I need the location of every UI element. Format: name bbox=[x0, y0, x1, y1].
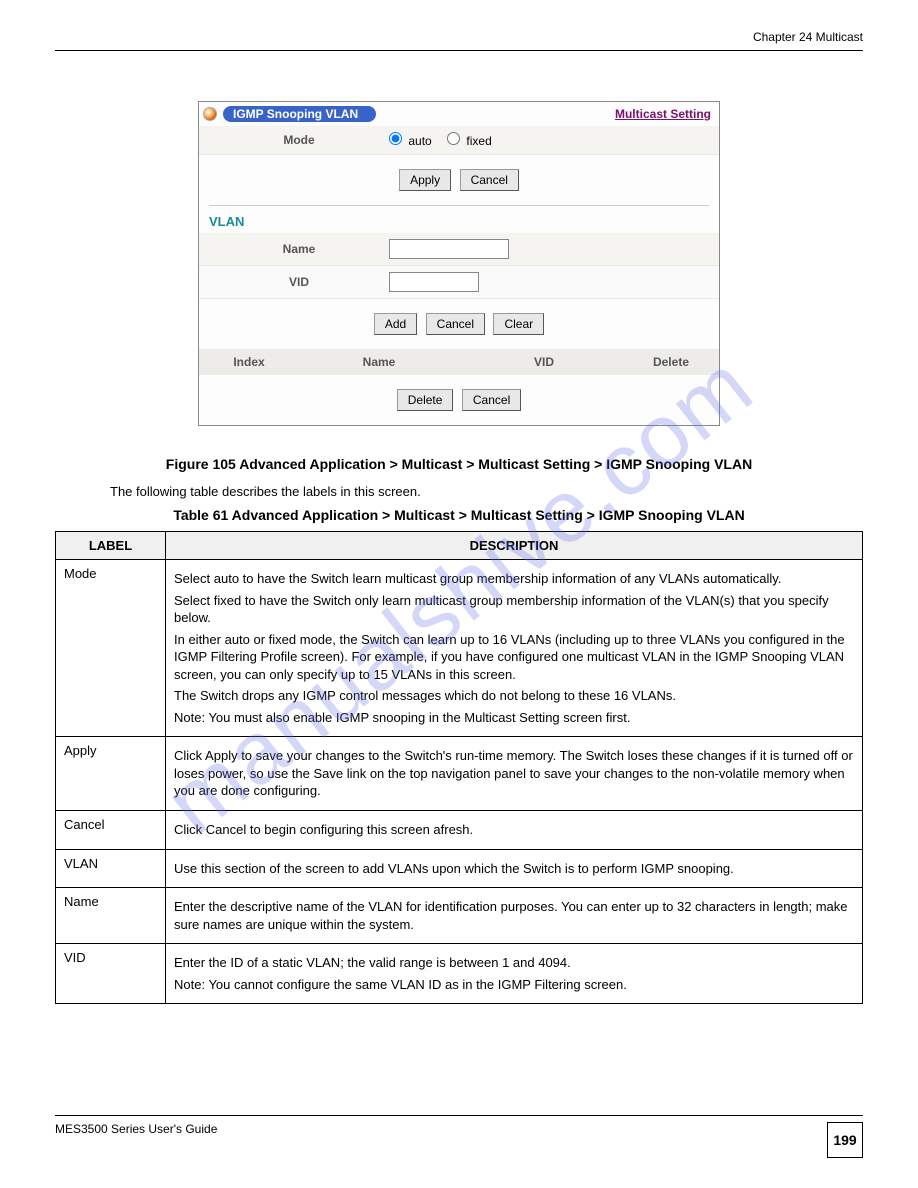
mode-label: Mode bbox=[209, 133, 389, 147]
table-caption: Table 61 Advanced Application > Multicas… bbox=[55, 507, 863, 523]
table-header-description: DESCRIPTION bbox=[166, 532, 863, 560]
figure-caption: Figure 105 Advanced Application > Multic… bbox=[55, 456, 863, 472]
name-label: Name bbox=[209, 242, 389, 256]
table-cell-description: Select auto to have the Switch learn mul… bbox=[166, 560, 863, 737]
page-footer: MES3500 Series User's Guide 199 bbox=[55, 1115, 863, 1158]
table-cell-description: Click Apply to save your changes to the … bbox=[166, 737, 863, 811]
table-cell-label: VLAN bbox=[56, 849, 166, 888]
chapter-header: Chapter 24 Multicast bbox=[55, 30, 863, 44]
table-cell-label: Apply bbox=[56, 737, 166, 811]
table-cell-label: Mode bbox=[56, 560, 166, 737]
mode-fixed-label: fixed bbox=[466, 134, 491, 148]
table-cell-label: VID bbox=[56, 944, 166, 1004]
table-header-label: LABEL bbox=[56, 532, 166, 560]
footer-guide: MES3500 Series User's Guide bbox=[55, 1122, 217, 1158]
grid-header-vid: VID bbox=[469, 355, 619, 369]
mode-fixed-radio[interactable] bbox=[447, 132, 460, 145]
name-input[interactable] bbox=[389, 239, 509, 259]
grid-header-delete: Delete bbox=[619, 355, 709, 369]
table-row: CancelClick Cancel to begin configuring … bbox=[56, 811, 863, 850]
table-row: ModeSelect auto to have the Switch learn… bbox=[56, 560, 863, 737]
vid-input[interactable] bbox=[389, 272, 479, 292]
table-row: VIDEnter the ID of a static VLAN; the va… bbox=[56, 944, 863, 1004]
table-cell-label: Name bbox=[56, 888, 166, 944]
delete-button[interactable]: Delete bbox=[397, 389, 454, 411]
table-intro: The following table describes the labels… bbox=[110, 484, 808, 499]
table-cell-label: Cancel bbox=[56, 811, 166, 850]
grid-header: Index Name VID Delete bbox=[199, 349, 719, 375]
mode-auto-radio[interactable] bbox=[389, 132, 402, 145]
bullet-icon bbox=[203, 107, 217, 121]
grid-header-index: Index bbox=[209, 355, 289, 369]
description-table: LABEL DESCRIPTION ModeSelect auto to hav… bbox=[55, 531, 863, 1004]
screenshot-panel: IGMP Snooping VLAN Multicast Setting Mod… bbox=[198, 101, 720, 426]
clear-button[interactable]: Clear bbox=[493, 313, 544, 335]
grid-header-name: Name bbox=[289, 355, 469, 369]
vid-label: VID bbox=[209, 275, 389, 289]
mode-auto-label: auto bbox=[408, 134, 431, 148]
multicast-setting-link[interactable]: Multicast Setting bbox=[615, 107, 711, 121]
cancel-button-top[interactable]: Cancel bbox=[460, 169, 519, 191]
table-cell-description: Enter the descriptive name of the VLAN f… bbox=[166, 888, 863, 944]
cancel-button-bottom[interactable]: Cancel bbox=[462, 389, 521, 411]
cancel-button-mid[interactable]: Cancel bbox=[426, 313, 485, 335]
apply-button[interactable]: Apply bbox=[399, 169, 451, 191]
table-cell-description: Enter the ID of a static VLAN; the valid… bbox=[166, 944, 863, 1004]
panel-title: IGMP Snooping VLAN bbox=[223, 106, 376, 122]
add-button[interactable]: Add bbox=[374, 313, 417, 335]
table-row: VLANUse this section of the screen to ad… bbox=[56, 849, 863, 888]
table-row: ApplyClick Apply to save your changes to… bbox=[56, 737, 863, 811]
table-row: NameEnter the descriptive name of the VL… bbox=[56, 888, 863, 944]
page-number: 199 bbox=[827, 1122, 863, 1158]
vlan-section-title: VLAN bbox=[199, 206, 719, 233]
table-cell-description: Click Cancel to begin configuring this s… bbox=[166, 811, 863, 850]
top-divider bbox=[55, 50, 863, 51]
table-cell-description: Use this section of the screen to add VL… bbox=[166, 849, 863, 888]
